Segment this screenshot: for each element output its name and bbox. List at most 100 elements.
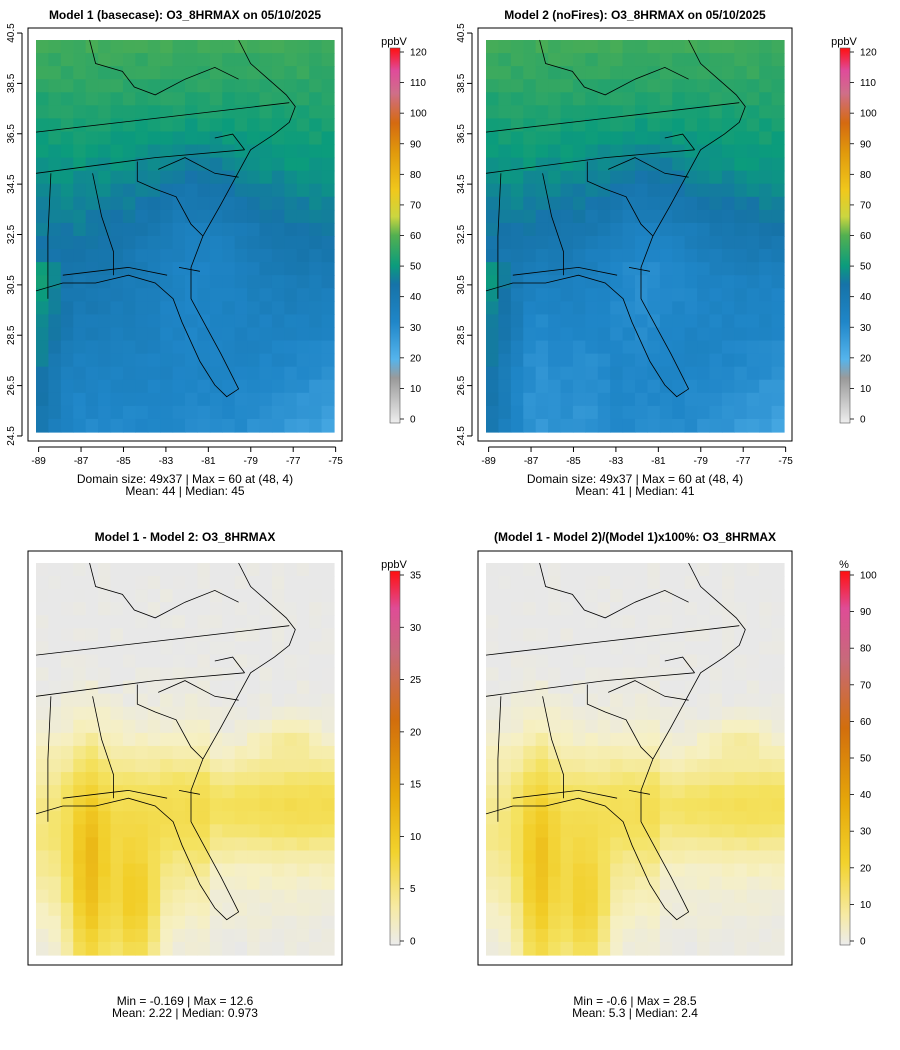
grid-cell [585,275,599,289]
grid-cell [721,563,735,577]
grid-cell [486,654,500,669]
grid-cell [709,641,723,656]
grid-cell [147,418,161,433]
grid-cell [197,405,211,420]
grid-cell [309,915,323,930]
grid-cell [222,563,236,577]
grid-cell [98,183,112,198]
grid-cell [247,222,261,237]
grid-cell [746,79,760,93]
grid-cell [560,314,574,329]
grid-cell [160,327,174,342]
grid-cell [110,654,124,669]
grid-cell [222,732,236,747]
grid-cell [746,40,760,54]
grid-cell [197,772,211,786]
grid-cell [271,759,285,773]
grid-cell [486,66,500,80]
grid-cell [672,196,686,211]
grid-cell [122,379,136,394]
grid-cell [247,157,261,172]
grid-cell [659,628,673,642]
grid-cell [222,589,236,603]
grid-cell [98,602,112,616]
grid-cell [548,824,562,838]
grid-cell [622,811,636,825]
grid-cell [147,719,161,734]
grid-cell [296,288,310,302]
grid-cell [523,576,537,590]
grid-cell [234,222,248,237]
grid-cell [309,131,323,146]
grid-cell [597,418,611,433]
grid-cell [122,314,136,329]
grid-cell [122,772,136,786]
grid-cell [135,719,149,734]
grid-cell [734,876,748,891]
grid-cell [73,615,87,629]
grid-cell [572,798,586,812]
grid-cell [321,53,335,67]
grid-cell [185,144,199,159]
grid-cell [572,693,586,708]
grid-cell [548,928,562,943]
grid-cell [672,131,686,146]
grid-cell [85,405,99,420]
grid-cell [147,236,161,250]
grid-cell [709,222,723,237]
grid-cell [697,915,711,930]
grid-cell [160,209,174,224]
grid-cell [234,745,248,760]
grid-cell [36,641,50,656]
grid-cell [659,236,673,250]
grid-cell [585,732,599,747]
grid-cell [122,719,136,734]
grid-cell [709,719,723,734]
grid-cell [73,732,87,747]
grid-cell [498,589,512,603]
grid-cell [321,183,335,198]
grid-cell [135,79,149,93]
grid-cell [48,837,62,852]
grid-cell [523,92,537,106]
grid-cell [296,105,310,119]
grid-cell [535,405,549,420]
grid-cell [147,222,161,237]
grid-cell [222,157,236,172]
grid-cell [622,941,636,956]
grid-cell [721,314,735,329]
grid-cell [498,301,512,315]
grid-cell [172,327,186,342]
grid-cell [535,40,549,54]
grid-cell [759,118,773,133]
grid-cell [548,772,562,786]
grid-cell [247,275,261,289]
grid-cell [659,144,673,159]
grid-cell [523,209,537,224]
grid-cell [247,340,261,355]
grid-cell [597,105,611,119]
grid-cell [48,118,62,133]
grid-cell [510,170,524,185]
grid-cell [697,196,711,211]
grid-cell [697,745,711,760]
grid-cell [259,275,273,289]
grid-cell [98,53,112,67]
grid-cell [135,563,149,577]
grid-cell [85,314,99,329]
grid-cell [734,53,748,67]
grid-cell [135,798,149,812]
grid-cell [746,902,760,917]
grid-cell [222,641,236,656]
grid-cell [622,366,636,381]
grid-cell [73,196,87,211]
grid-cell [672,157,686,172]
grid-cell [572,144,586,159]
grid-cell [309,301,323,315]
grid-cell [73,405,87,420]
grid-cell [486,928,500,943]
grid-cell [185,745,199,760]
grid-cell [709,366,723,381]
grid-cell [135,314,149,329]
grid-cell [560,366,574,381]
